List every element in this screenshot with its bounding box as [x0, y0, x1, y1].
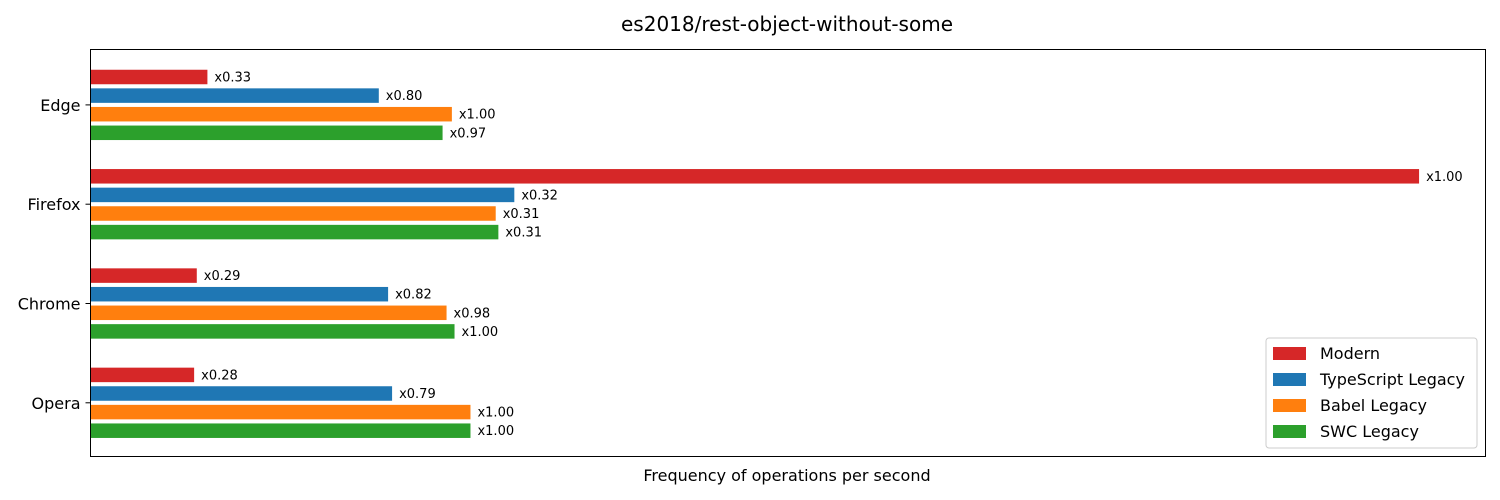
- bar-chrome-swc-legacy: [90, 324, 455, 339]
- bar-value-label: x0.31: [505, 226, 542, 241]
- bar-value-label: x1.00: [1426, 170, 1463, 185]
- bar-edge-swc-legacy: [90, 125, 443, 141]
- bar-value-label: x1.00: [459, 108, 496, 123]
- legend-frame: [1265, 337, 1478, 449]
- legend-swatch-babel-legacy: [1273, 399, 1306, 412]
- bar-value-label: x0.79: [399, 387, 436, 402]
- chart-title: es2018/rest-object-without-some: [621, 12, 953, 36]
- bar-value-label: x0.29: [204, 269, 241, 284]
- bar-value-label: x1.00: [477, 406, 514, 421]
- legend-label-babel-legacy: Babel Legacy: [1320, 396, 1427, 415]
- bar-opera-typescript-legacy: [90, 386, 393, 401]
- legend-label-swc-legacy: SWC Legacy: [1320, 422, 1419, 441]
- legend-swatch-swc-legacy: [1273, 425, 1306, 438]
- bar-value-label: x0.98: [454, 306, 491, 321]
- legend-swatch-typescript-legacy: [1273, 373, 1306, 386]
- category-label-opera: Opera: [32, 394, 81, 413]
- bars-layer: x0.33 x0.80 x1.00 x0.97 x1.00 x0.32 x0.31 x0.31…: [90, 69, 1463, 439]
- category-label-edge: Edge: [40, 96, 80, 115]
- bar-edge-typescript-legacy: [90, 88, 379, 103]
- bar-chrome-typescript-legacy: [90, 286, 389, 302]
- bar-value-label: x1.00: [462, 325, 499, 340]
- bar-chrome-babel-legacy: [90, 305, 447, 321]
- bar-value-label: x1.00: [477, 424, 514, 439]
- bar-value-label: x0.33: [214, 71, 251, 86]
- category-axis: Edge Firefox Chrome Opera: [18, 96, 91, 413]
- legend-label-modern: Modern: [1320, 344, 1380, 363]
- bar-value-label: x0.31: [503, 207, 540, 222]
- bar-edge-babel-legacy: [90, 106, 452, 122]
- bar-firefox-swc-legacy: [90, 224, 499, 240]
- plot-frame: [90, 49, 1486, 457]
- bar-opera-babel-legacy: [90, 404, 471, 420]
- bar-opera-swc-legacy: [90, 423, 471, 438]
- bar-value-label: x0.97: [450, 126, 487, 141]
- x-axis-label: Frequency of operations per second: [643, 466, 930, 485]
- bar-edge-modern: [90, 69, 208, 85]
- category-label-chrome: Chrome: [18, 295, 81, 314]
- legend: Modern TypeScript Legacy Babel Legacy SWC L…: [1265, 337, 1478, 449]
- bar-chrome-modern: [90, 268, 197, 283]
- bar-firefox-babel-legacy: [90, 206, 496, 221]
- bar-firefox-typescript-legacy: [90, 187, 515, 203]
- legend-swatch-modern: [1273, 347, 1306, 360]
- legend-label-typescript-legacy: TypeScript Legacy: [1319, 370, 1465, 389]
- bar-value-label: x0.28: [201, 368, 238, 383]
- bar-opera-modern: [90, 367, 195, 383]
- bar-value-label: x0.80: [386, 89, 423, 104]
- bar-value-label: x0.32: [521, 188, 558, 203]
- bar-value-label: x0.82: [395, 288, 432, 303]
- bar-firefox-modern: [90, 169, 1420, 184]
- category-label-firefox: Firefox: [28, 195, 81, 214]
